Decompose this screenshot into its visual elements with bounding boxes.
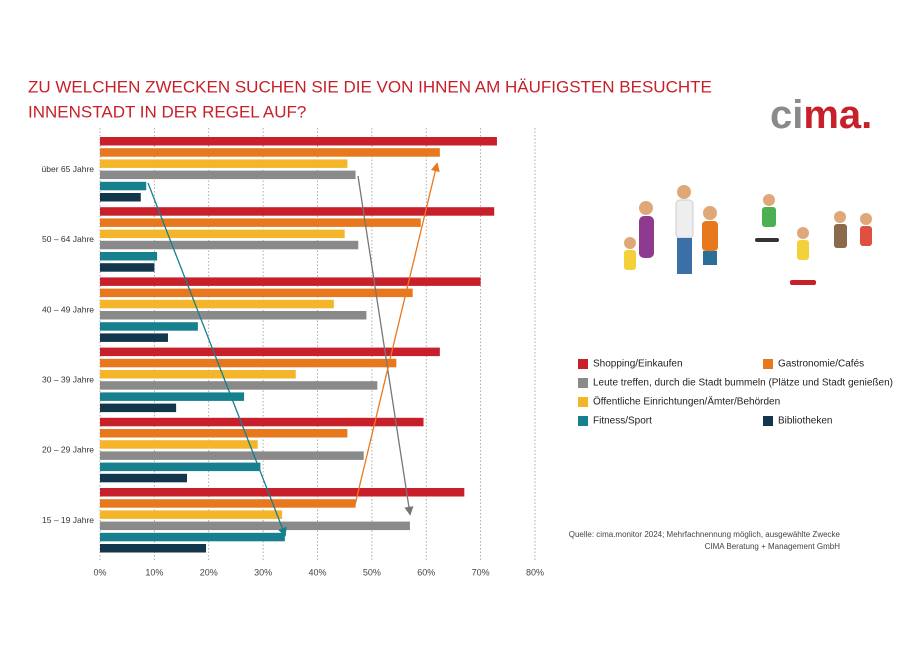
y-tick-label: 40 – 49 Jahre bbox=[42, 304, 94, 314]
bar bbox=[100, 462, 261, 472]
source: CIMA Beratung + Management GmbH bbox=[705, 542, 841, 551]
illustration bbox=[624, 185, 872, 285]
legend-label: Fitness/Sport bbox=[593, 416, 652, 427]
bar bbox=[100, 240, 359, 250]
x-tick-label: 50% bbox=[363, 567, 381, 577]
bar bbox=[100, 473, 187, 483]
y-tick-label: 15 – 19 Jahre bbox=[42, 515, 94, 525]
legend-swatch bbox=[578, 378, 588, 388]
bar bbox=[100, 381, 378, 390]
y-tick-label: über 65 Jahre bbox=[42, 164, 95, 174]
bar bbox=[100, 358, 397, 368]
logo-part: ci bbox=[770, 93, 803, 137]
bar bbox=[100, 263, 155, 272]
trend-arrow bbox=[147, 182, 287, 537]
bar bbox=[100, 544, 207, 553]
bar bbox=[100, 229, 345, 239]
bar bbox=[100, 370, 296, 379]
x-tick-label: 80% bbox=[526, 567, 544, 577]
bar bbox=[100, 311, 367, 320]
bar bbox=[100, 277, 481, 286]
trend-arrow bbox=[357, 175, 414, 516]
x-tick-label: 30% bbox=[254, 567, 272, 577]
legend-label: Leute treffen, durch die Stadt bummeln (… bbox=[593, 378, 893, 389]
x-tick-label: 40% bbox=[308, 567, 326, 577]
legend-label: Shopping/Einkaufen bbox=[593, 359, 683, 370]
legend-label: Öffentliche Einrichtungen/Ämter/Behörden bbox=[593, 396, 780, 408]
legend-swatch bbox=[578, 416, 588, 426]
bar bbox=[100, 159, 348, 168]
bar bbox=[100, 137, 497, 146]
x-tick-label: 0% bbox=[93, 567, 106, 577]
legend-swatch bbox=[578, 397, 588, 407]
x-tick-label: 70% bbox=[472, 567, 490, 577]
legend-swatch bbox=[578, 359, 588, 369]
bar bbox=[100, 193, 141, 202]
chart-title: ZU WELCHEN ZWECKEN SUCHEN SIE DIE VON IH… bbox=[28, 77, 712, 96]
bar bbox=[100, 499, 356, 508]
y-tick-label: 50 – 64 Jahre bbox=[42, 234, 94, 244]
bar bbox=[100, 218, 421, 227]
bar bbox=[100, 252, 158, 261]
trend-arrow bbox=[354, 162, 440, 506]
bar bbox=[100, 148, 440, 157]
bar bbox=[100, 429, 348, 438]
legend-label: Bibliotheken bbox=[778, 416, 832, 427]
legend-label: Gastronomie/Cafés bbox=[778, 359, 864, 370]
bar bbox=[100, 333, 168, 342]
bar bbox=[100, 521, 410, 531]
bar bbox=[100, 322, 198, 331]
bar bbox=[100, 440, 258, 449]
bar bbox=[100, 299, 334, 309]
legend-swatch bbox=[763, 416, 773, 426]
logo: cima. bbox=[770, 93, 872, 137]
bar bbox=[100, 488, 465, 497]
source: Quelle: cima.monitor 2024; Mehrfachnennu… bbox=[569, 530, 841, 539]
bar bbox=[100, 288, 413, 298]
x-tick-label: 60% bbox=[417, 567, 435, 577]
y-tick-label: 20 – 29 Jahre bbox=[42, 445, 94, 455]
bar bbox=[100, 417, 424, 427]
bar bbox=[100, 170, 356, 180]
chart-title: INNENSTADT IN DER REGEL AUF? bbox=[28, 102, 306, 121]
bar bbox=[100, 347, 440, 357]
legend-swatch bbox=[763, 359, 773, 369]
bar bbox=[100, 403, 177, 413]
bar bbox=[100, 532, 285, 542]
x-tick-label: 20% bbox=[200, 567, 218, 577]
logo-part: ma. bbox=[803, 93, 872, 137]
x-tick-label: 10% bbox=[145, 567, 163, 577]
bar bbox=[100, 392, 245, 401]
y-tick-label: 30 – 39 Jahre bbox=[42, 374, 94, 384]
bar bbox=[100, 451, 364, 460]
bar bbox=[100, 207, 495, 216]
bar bbox=[100, 510, 283, 519]
bar bbox=[100, 181, 147, 191]
